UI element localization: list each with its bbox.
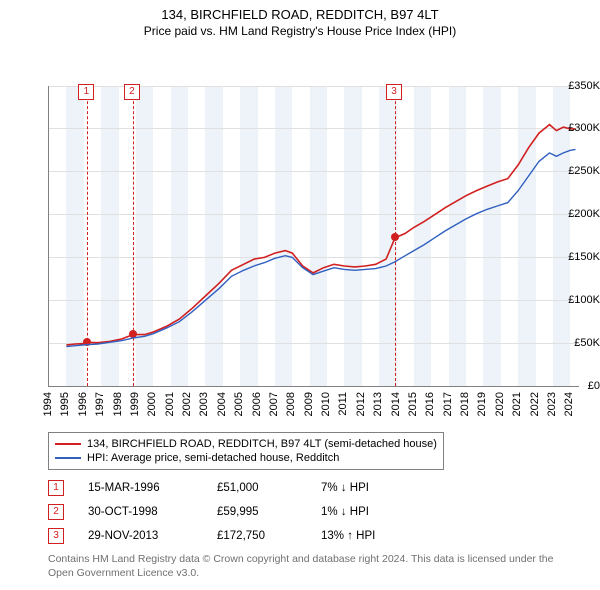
- x-axis-label: 2001: [164, 392, 176, 416]
- x-axis-label: 1994: [42, 392, 54, 416]
- legend-item: 134, BIRCHFIELD ROAD, REDDITCH, B97 4LT …: [55, 437, 437, 451]
- x-axis-label: 1995: [59, 392, 71, 416]
- page-subtitle: Price paid vs. HM Land Registry's House …: [0, 24, 600, 38]
- y-axis-label: £0: [558, 380, 600, 392]
- x-axis-label: 2021: [511, 392, 523, 416]
- sales-row: 3 29-NOV-2013 £172,750 13% ↑ HPI: [48, 528, 600, 544]
- x-axis-label: 2009: [303, 392, 315, 416]
- x-axis-label: 1997: [94, 392, 106, 416]
- x-axis-label: 2014: [390, 392, 402, 416]
- sales-delta: 7% ↓ HPI: [321, 482, 369, 494]
- y-axis-label: £100K: [558, 294, 600, 306]
- legend-label: HPI: Average price, semi-detached house,…: [87, 451, 339, 465]
- x-axis-label: 2023: [546, 392, 558, 416]
- sales-table: 1 15-MAR-1996 £51,000 7% ↓ HPI 2 30-OCT-1998 £…: [48, 480, 600, 544]
- y-axis-label: £350K: [558, 80, 600, 92]
- x-axis-label: 2022: [529, 392, 541, 416]
- sales-delta: 13% ↑ HPI: [321, 530, 375, 542]
- x-axis-label: 2013: [372, 392, 384, 416]
- series-hpi: [66, 149, 575, 346]
- x-axis-label: 2003: [198, 392, 210, 416]
- x-axis-label: 2004: [216, 392, 228, 416]
- x-axis-label: 2020: [494, 392, 506, 416]
- x-axis-label: 2011: [337, 392, 349, 416]
- legend-item: HPI: Average price, semi-detached house,…: [55, 451, 437, 465]
- sales-price: £59,995: [217, 506, 297, 518]
- sales-row: 2 30-OCT-1998 £59,995 1% ↓ HPI: [48, 504, 600, 520]
- y-axis-label: £200K: [558, 208, 600, 220]
- attribution: Contains HM Land Registry data © Crown c…: [48, 552, 558, 580]
- x-axis-label: 2008: [285, 392, 297, 416]
- plot-area: [48, 86, 579, 387]
- sales-date: 29-NOV-2013: [88, 530, 193, 542]
- sales-delta: 1% ↓ HPI: [321, 506, 369, 518]
- x-axis-label: 2018: [459, 392, 471, 416]
- y-axis-label: £50K: [558, 337, 600, 349]
- legend: 134, BIRCHFIELD ROAD, REDDITCH, B97 4LT …: [48, 432, 444, 471]
- x-axis-label: 2010: [320, 392, 332, 416]
- x-axis-label: 1999: [129, 392, 141, 416]
- sales-marker: 2: [48, 504, 64, 520]
- legend-swatch: [55, 443, 81, 445]
- legend-label: 134, BIRCHFIELD ROAD, REDDITCH, B97 4LT …: [87, 437, 437, 451]
- page-title: 134, BIRCHFIELD ROAD, REDDITCH, B97 4LT: [0, 0, 600, 24]
- sale-marker-box: 3: [386, 84, 402, 100]
- x-axis-label: 1998: [112, 392, 124, 416]
- x-axis-label: 2002: [181, 392, 193, 416]
- sale-marker-box: 1: [78, 84, 94, 100]
- sales-marker: 1: [48, 480, 64, 496]
- x-axis-label: 2006: [251, 392, 263, 416]
- sales-price: £51,000: [217, 482, 297, 494]
- x-axis-label: 1996: [77, 392, 89, 416]
- y-axis-label: £300K: [558, 122, 600, 134]
- x-axis-label: 2000: [146, 392, 158, 416]
- sales-row: 1 15-MAR-1996 £51,000 7% ↓ HPI: [48, 480, 600, 496]
- x-axis-label: 2007: [268, 392, 280, 416]
- x-axis-label: 2017: [442, 392, 454, 416]
- x-axis-label: 2005: [233, 392, 245, 416]
- series-address: [66, 124, 575, 344]
- series-lines: [49, 86, 579, 386]
- sale-marker-box: 2: [124, 84, 140, 100]
- sales-date: 15-MAR-1996: [88, 482, 193, 494]
- y-axis-label: £150K: [558, 251, 600, 263]
- sales-price: £172,750: [217, 530, 297, 542]
- legend-swatch: [55, 457, 81, 459]
- x-axis-label: 2024: [563, 392, 575, 416]
- page: 134, BIRCHFIELD ROAD, REDDITCH, B97 4LT …: [0, 0, 600, 590]
- x-axis-label: 2016: [424, 392, 436, 416]
- x-axis-label: 2015: [407, 392, 419, 416]
- chart: £0 £50K £100K £150K £200K £250K £300K £350K 1994…: [0, 38, 600, 426]
- sales-date: 30-OCT-1998: [88, 506, 193, 518]
- x-axis-label: 2019: [476, 392, 488, 416]
- y-axis-label: £250K: [558, 165, 600, 177]
- x-axis-label: 2012: [355, 392, 367, 416]
- sales-marker: 3: [48, 528, 64, 544]
